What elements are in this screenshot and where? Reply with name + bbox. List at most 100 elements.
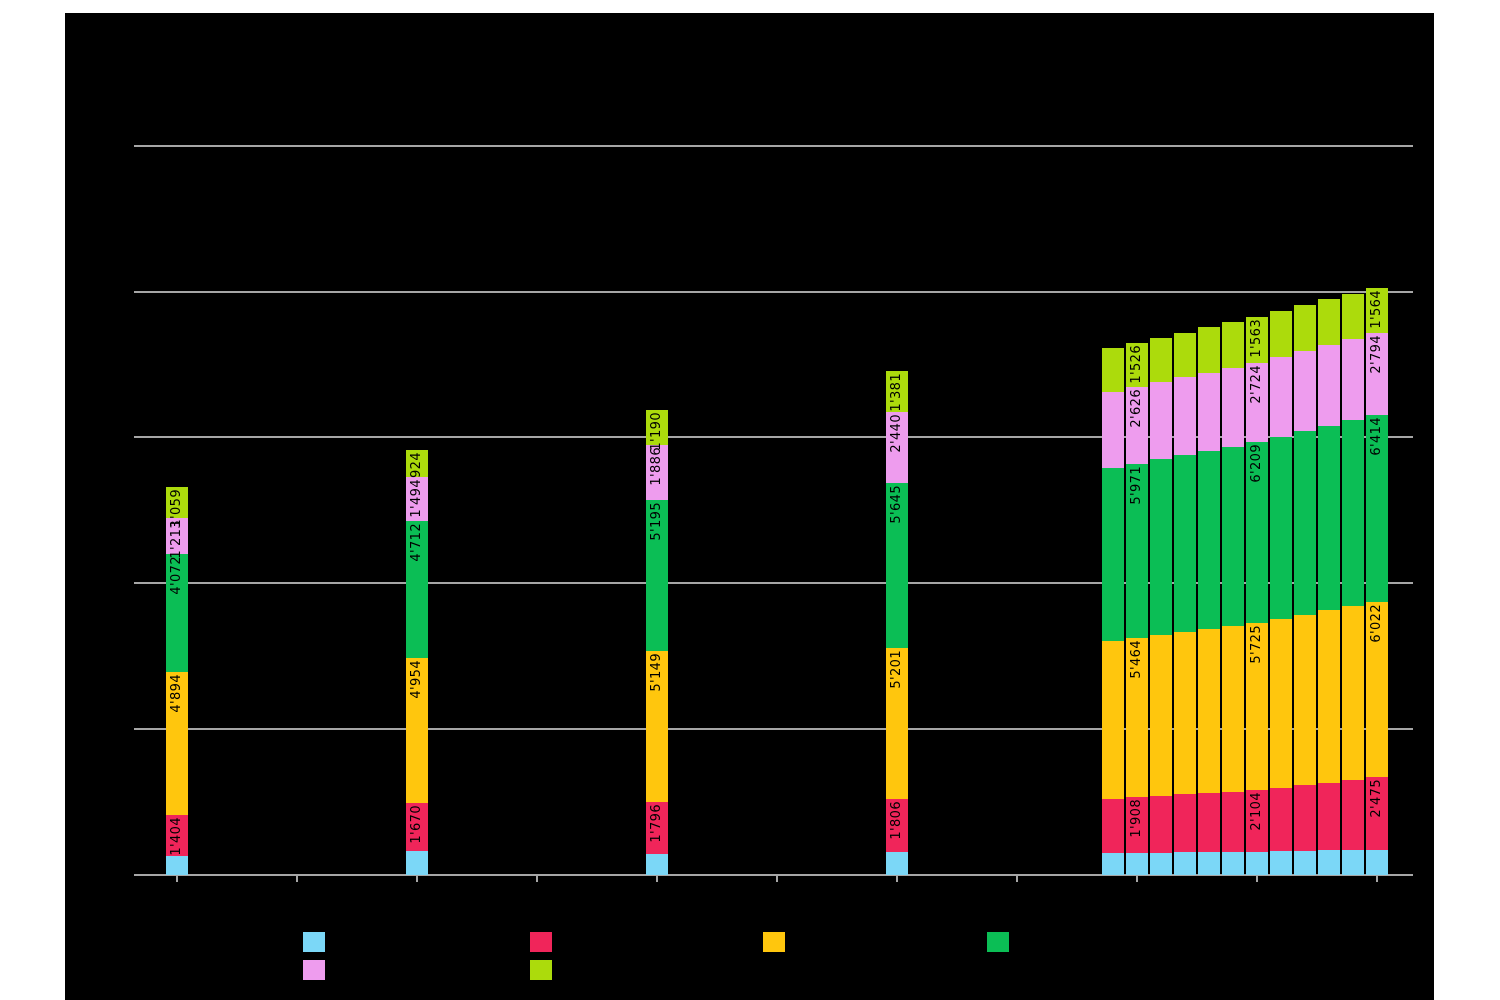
bar-segment-green [1198, 450, 1220, 630]
bar-segment-sky-blue [1342, 849, 1364, 875]
stacked-bar [1174, 332, 1196, 875]
bar-segment-orchid: 2'440 [886, 411, 908, 483]
bar-segment-label: 6'022 [1368, 603, 1384, 643]
bar-segment-sky-blue [1246, 851, 1268, 875]
bar-segment-orchid: 1'886 [646, 444, 668, 500]
bar-segment-crimson: 1'670 [406, 802, 428, 852]
bar-segment-green [1318, 425, 1340, 611]
bar-segment-green [1102, 468, 1124, 641]
gridline [134, 290, 1413, 293]
bar-segment-yellow-green: 1'564 [1366, 287, 1388, 334]
tick-mark [656, 876, 658, 882]
bar-segment-sky-blue [166, 856, 188, 875]
bar-segment-sky-blue [1270, 851, 1292, 875]
bar-segment-crimson [1270, 787, 1292, 852]
bar-segment-sky-blue [1222, 851, 1244, 875]
bar-segment-label: 5'645 [888, 484, 904, 524]
stacked-bar: 1'059 1'213 4'072 4'894 1'404 [166, 487, 188, 875]
tick-mark [896, 876, 898, 882]
bar-segment-crimson [1318, 782, 1340, 851]
bar-segment-yellow-green: 1'190 [646, 410, 668, 451]
tick-mark [536, 876, 538, 882]
bar-segment-green [1174, 455, 1196, 633]
bar-segment-orchid [1342, 339, 1364, 421]
stacked-bar [1150, 337, 1172, 875]
bar-segment-orchid [1294, 350, 1316, 432]
bar-segment-label: 1'908 [1128, 799, 1144, 838]
bar-segment-yellow-green [1198, 327, 1220, 373]
bar-segment-crimson: 1'806 [886, 799, 908, 852]
bar-segment-orchid [1150, 382, 1172, 460]
bar-segment-label: 2'794 [1368, 335, 1384, 374]
legend-swatch-crimson [530, 932, 552, 952]
bar-segment-crimson: 2'475 [1366, 777, 1388, 850]
bar-segment-gold [1270, 618, 1292, 788]
stacked-bar [1198, 327, 1220, 875]
bar-segment-crimson [1174, 794, 1196, 853]
bar-segment-label: 2'440 [888, 413, 904, 453]
legend-swatch-orchid [303, 960, 325, 980]
bar-segment-label: 6'414 [1368, 416, 1384, 456]
bar-segment-gold [1174, 632, 1196, 795]
bar-segment-gold: 4'954 [406, 658, 428, 803]
stacked-bar [1342, 293, 1364, 875]
bar-segment-label: 1'563 [1248, 319, 1264, 358]
bar-segment-label: 1'886 [648, 446, 664, 486]
bar-segment-crimson [1294, 785, 1316, 851]
bar-segment-yellow-green: 1'563 [1246, 317, 1268, 363]
bar-segment-gold [1318, 610, 1340, 783]
stacked-bar: 1'381 2'440 5'645 5'201 1'806 [886, 371, 908, 875]
bar-segment-green: 6'209 [1246, 442, 1268, 624]
bar-segment-label: 4'954 [408, 660, 424, 699]
stacked-bar: 1'563 2'724 6'209 5'725 2'104 [1246, 317, 1268, 875]
bar-segment-label: 1'381 [888, 373, 904, 413]
bar-segment-green [1294, 431, 1316, 615]
bar-segment-crimson: 1'796 [646, 801, 668, 854]
tick-mark [1376, 876, 1378, 882]
bar-segment-label: 1'213 [168, 520, 184, 559]
bar-segment-gold [1198, 629, 1220, 794]
bar-segment-label: 1'494 [408, 479, 424, 518]
bar-segment-orchid [1198, 372, 1220, 451]
bar-segment-orchid [1174, 377, 1196, 456]
tick-mark [176, 876, 178, 882]
bar-segment-label: 1'190 [648, 412, 664, 451]
bar-segment-orchid [1222, 367, 1244, 447]
bar-segment-green: 6'414 [1366, 414, 1388, 602]
bar-segment-gold [1294, 614, 1316, 786]
bar-segment-label: 4'072 [168, 555, 184, 595]
bar-segment-orchid [1270, 356, 1292, 437]
bar-segment-green: 5'195 [646, 499, 668, 652]
legend-swatch-yellow-green [530, 960, 552, 980]
bar-segment-sky-blue [406, 851, 428, 875]
bar-segment-label: 5'725 [1248, 625, 1264, 664]
bar-segment-sky-blue [1150, 852, 1172, 875]
gridline [134, 436, 1413, 439]
bar-segment-sky-blue [1102, 853, 1124, 875]
bar-segment-green: 4'712 [406, 520, 428, 659]
bar-segment-yellow-green [1270, 311, 1292, 357]
bar-segment-green: 4'072 [166, 553, 188, 673]
bar-segment-yellow-green: 924 [406, 450, 428, 479]
legend-swatch-gold [763, 932, 785, 952]
bar-segment-orchid: 2'626 [1126, 387, 1148, 464]
bar-segment-label: 2'724 [1248, 364, 1264, 404]
bar-segment-label: 5'464 [1128, 639, 1144, 679]
x-axis [134, 874, 1413, 876]
bar-segment-gold: 6'022 [1366, 601, 1388, 778]
bar-segment-sky-blue [886, 851, 908, 875]
bar-segment-label: 924 [408, 452, 424, 479]
bar-segment-green: 5'971 [1126, 463, 1148, 638]
stacked-bar [1318, 299, 1340, 875]
bar-segment-sky-blue [1198, 852, 1220, 875]
stacked-bar [1270, 311, 1292, 875]
bar-segment-gold: 5'464 [1126, 637, 1148, 798]
tick-mark [296, 876, 298, 882]
bar-segment-green [1222, 446, 1244, 627]
stacked-bar: 1'564 2'794 6'414 6'022 2'475 [1366, 287, 1388, 875]
bar-segment-label: 2'104 [1248, 792, 1264, 831]
stacked-bar [1294, 305, 1316, 875]
bar-segment-yellow-green [1150, 337, 1172, 383]
stacked-bar: 1'526 2'626 5'971 5'464 1'908 [1126, 342, 1148, 875]
bar-segment-crimson: 2'104 [1246, 790, 1268, 852]
